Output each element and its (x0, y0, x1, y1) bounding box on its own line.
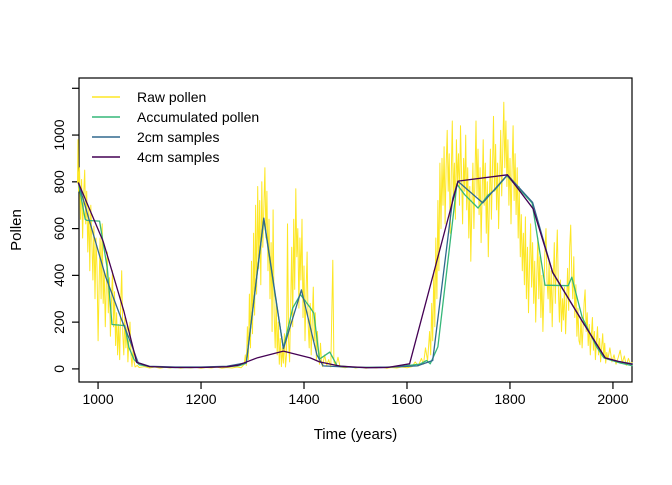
plot-box (78, 77, 633, 383)
legend-label-4cm-samples: 4cm samples (137, 149, 219, 165)
series-4cm-samples (77, 174, 633, 369)
y-axis-tick-label: 200 (51, 310, 67, 334)
x-axis-tick-label: 2000 (597, 391, 628, 407)
x-axis-tick-label: 1000 (82, 391, 113, 407)
x-axis-tick-label: 1600 (391, 391, 422, 407)
legend-label-2cm-samples: 2cm samples (137, 129, 219, 145)
x-axis-title: Time (years) (314, 426, 398, 443)
y-axis-tick-label: 1000 (51, 119, 67, 150)
y-axis-tick-label: 600 (51, 217, 67, 241)
legend-label-accumulated-pollen: Accumulated pollen (137, 109, 259, 125)
y-axis-tick-label: 0 (51, 365, 67, 373)
y-axis-tick-label: 400 (51, 263, 67, 287)
x-axis-tick-label: 1800 (494, 391, 525, 407)
legend-label-raw-pollen: Raw pollen (137, 89, 206, 105)
y-axis-tick-label: 800 (51, 170, 67, 194)
x-axis-tick-label: 1200 (185, 391, 216, 407)
x-axis-tick-label: 1400 (288, 391, 319, 407)
y-axis-title: Pollen (8, 209, 25, 251)
